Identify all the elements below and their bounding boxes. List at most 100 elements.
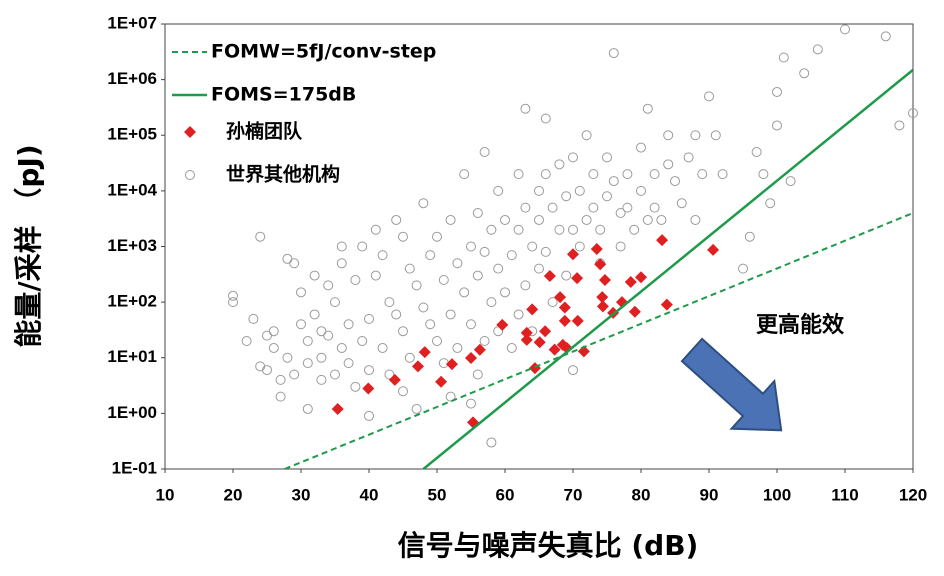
circle-point — [540, 169, 551, 180]
circle-point — [316, 326, 327, 337]
circle-point — [336, 241, 347, 252]
y-tick-label: 1E-01 — [112, 458, 157, 477]
circle-point — [758, 169, 769, 180]
circle-point — [663, 130, 674, 141]
circle-point — [554, 224, 565, 235]
circle-point — [445, 214, 456, 225]
circle-point — [554, 159, 565, 170]
fom-line — [422, 68, 913, 469]
diamond-point — [554, 291, 567, 304]
circle-point — [268, 326, 279, 337]
circle-point — [493, 263, 504, 274]
x-tick-label: 50 — [428, 485, 447, 504]
circle-point — [241, 336, 252, 347]
circle-point — [894, 120, 905, 131]
circle-point — [486, 224, 497, 235]
circle-point — [466, 319, 476, 330]
circle-point — [670, 176, 680, 187]
circle-point — [343, 319, 354, 330]
circle-point — [588, 169, 599, 180]
circle-point — [445, 391, 456, 402]
circle-point — [540, 246, 551, 257]
circle-point — [418, 302, 429, 313]
circle-point — [581, 214, 592, 225]
circle-point — [316, 374, 327, 385]
circle-point — [296, 319, 306, 330]
diamond-point — [445, 358, 458, 371]
diamond-point — [656, 234, 669, 247]
legend-label: FOMS=175dB — [211, 84, 356, 106]
circle-point — [513, 169, 524, 180]
circle-point — [520, 202, 531, 213]
circle-point — [364, 313, 374, 324]
circle-point — [472, 270, 483, 281]
circle-point — [336, 342, 347, 353]
circle-point — [255, 361, 266, 372]
circle-point — [364, 410, 374, 421]
circle-point — [778, 52, 789, 63]
circle-point — [608, 176, 619, 187]
diamond-point — [596, 300, 609, 313]
diamond-point — [577, 345, 590, 358]
circle-point — [370, 224, 381, 235]
circle-point — [459, 287, 470, 298]
circle-point — [466, 241, 476, 252]
circle-point — [547, 202, 558, 213]
y-tick-label: 1E+07 — [107, 13, 157, 32]
diamond-point — [571, 314, 584, 327]
circle-point — [228, 290, 238, 301]
circle-point — [357, 241, 368, 252]
circle-point — [316, 352, 327, 363]
circle-point — [275, 391, 286, 402]
circle-point — [268, 342, 279, 353]
circle-point — [493, 185, 504, 196]
circle-point — [398, 326, 408, 337]
circle-point — [486, 437, 497, 448]
circle-point — [676, 198, 687, 209]
diamond-point — [590, 243, 603, 256]
circle-point — [649, 202, 660, 213]
diamond-point — [596, 291, 609, 304]
circle-point — [642, 214, 653, 225]
y-tick-label: 1E+02 — [107, 292, 157, 311]
circle-point — [697, 169, 708, 180]
circle-point — [908, 108, 918, 119]
circle-point — [812, 44, 823, 55]
circle-point — [391, 309, 402, 320]
diamond-point — [594, 258, 607, 271]
diamond-point — [571, 272, 584, 285]
x-axis-title: 信号与噪声失真比 (dB) — [398, 529, 699, 562]
circle-point — [262, 365, 272, 376]
circle-point — [513, 224, 524, 235]
circle-point — [330, 369, 340, 380]
circle-point — [772, 120, 782, 131]
circle-point — [255, 231, 266, 242]
circle-point — [738, 263, 748, 274]
diamond-point — [660, 298, 673, 311]
circle-point — [248, 313, 259, 324]
circle-point — [581, 130, 592, 141]
diamond-point — [362, 382, 375, 395]
diamond-point — [628, 305, 641, 318]
diamond-point — [567, 248, 579, 261]
direction-arrow — [680, 337, 783, 432]
legend-swatch — [185, 170, 195, 180]
circle-point — [772, 86, 782, 97]
circle-point — [432, 231, 442, 242]
circle-point — [513, 309, 524, 320]
circle-point — [704, 91, 714, 102]
diamond-point — [435, 375, 448, 388]
legend-label: 世界其他机构 — [226, 163, 340, 186]
circle-point — [500, 287, 510, 298]
diamond-point — [543, 269, 556, 282]
circle-point — [622, 202, 633, 213]
circle-point — [398, 231, 408, 242]
circle-point — [289, 369, 300, 380]
circle-point — [425, 319, 436, 330]
circle-point — [479, 246, 490, 257]
y-tick-label: 1E+05 — [107, 125, 157, 144]
circle-point — [785, 176, 796, 187]
x-tick-label: 30 — [292, 485, 311, 504]
circle-point — [506, 342, 517, 353]
circle-point — [418, 198, 429, 209]
